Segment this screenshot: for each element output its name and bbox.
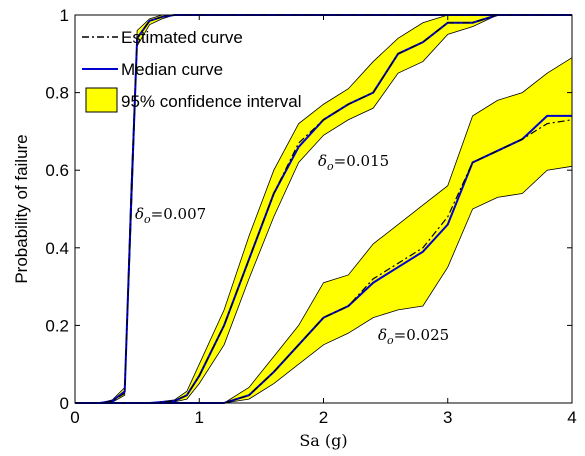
axis-ticks: 0 1 2 3 4 0 0.2 0.4 0.6 0.8 1 xyxy=(45,6,576,427)
y-tick-label: 0 xyxy=(60,394,69,413)
y-tick-label: 0.2 xyxy=(45,316,69,335)
confidence-band-3 xyxy=(75,57,572,404)
x-axis-label: Sa (g) xyxy=(299,431,347,450)
curve-annotations: δo=0.007 δo=0.015 δo=0.025 xyxy=(135,152,449,347)
x-tick-label: 1 xyxy=(195,408,204,427)
confidence-upper-edge-3 xyxy=(75,57,573,404)
x-tick-label: 0 xyxy=(70,408,79,427)
x-tick-label: 4 xyxy=(567,408,576,427)
legend-median-label: Median curve xyxy=(121,60,223,79)
annotation-1: δo=0.007 xyxy=(135,205,206,226)
x-tick-label: 2 xyxy=(319,408,328,427)
legend-confidence-label: 95% confidence interval xyxy=(121,92,302,111)
y-tick-label: 0.8 xyxy=(45,84,69,103)
confidence-lower-edge-2 xyxy=(75,14,572,404)
annotation-3: δo=0.025 xyxy=(378,326,449,347)
confidence-lower-edge-3 xyxy=(75,165,573,404)
estimated-curve-3 xyxy=(75,119,573,404)
confidence-bands xyxy=(75,14,573,404)
y-tick-label: 0.4 xyxy=(45,239,69,258)
legend-estimated-label: Estimated curve xyxy=(121,28,243,47)
legend: Estimated curve Median curve 95% confide… xyxy=(82,28,302,113)
x-tick-label: 3 xyxy=(443,408,452,427)
y-tick-label: 1 xyxy=(60,6,69,25)
legend-confidence-swatch xyxy=(85,87,118,113)
annotation-2: δo=0.015 xyxy=(318,152,389,173)
estimated-curve-2 xyxy=(75,14,572,404)
y-tick-label: 0.6 xyxy=(45,161,69,180)
y-axis-label: Probability of failure xyxy=(12,134,31,283)
